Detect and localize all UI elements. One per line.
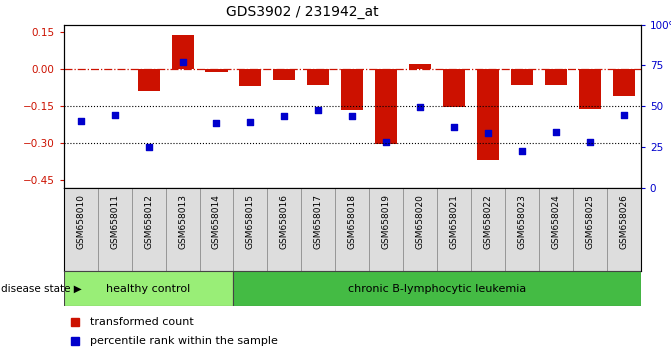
Text: GSM658017: GSM658017 — [314, 194, 323, 249]
Bar — [172, 35, 193, 69]
Bar — [443, 69, 465, 107]
Point — [211, 121, 222, 126]
Point — [381, 139, 392, 145]
Bar — [240, 69, 262, 86]
Point — [584, 139, 595, 145]
Text: GSM658015: GSM658015 — [246, 194, 255, 249]
Bar — [369, 188, 403, 271]
Bar — [511, 69, 533, 85]
Point — [517, 148, 527, 153]
Bar — [234, 188, 268, 271]
Point — [347, 113, 358, 119]
Text: GSM658024: GSM658024 — [552, 194, 560, 249]
Text: disease state ▶: disease state ▶ — [1, 284, 82, 293]
Text: GSM658010: GSM658010 — [76, 194, 85, 249]
Bar — [64, 188, 98, 271]
Text: GSM658012: GSM658012 — [144, 194, 153, 249]
Bar — [64, 271, 234, 306]
Bar — [336, 188, 369, 271]
Bar — [505, 188, 539, 271]
Point — [109, 112, 120, 118]
Point — [449, 124, 460, 130]
Bar — [579, 69, 601, 109]
Text: GSM658013: GSM658013 — [178, 194, 187, 249]
Bar — [138, 69, 160, 91]
Text: GSM658018: GSM658018 — [348, 194, 357, 249]
Text: healthy control: healthy control — [107, 284, 191, 293]
Text: GSM658014: GSM658014 — [212, 194, 221, 249]
Bar — [301, 188, 336, 271]
Point — [245, 119, 256, 125]
Text: GSM658023: GSM658023 — [517, 194, 527, 249]
Bar — [437, 188, 471, 271]
Bar — [607, 188, 641, 271]
Text: GSM658021: GSM658021 — [450, 194, 458, 249]
Bar — [375, 69, 397, 144]
Bar — [539, 188, 573, 271]
Bar — [98, 188, 132, 271]
Point — [75, 118, 86, 124]
Point — [551, 129, 562, 135]
Text: GSM658019: GSM658019 — [382, 194, 391, 249]
Bar — [471, 188, 505, 271]
Bar — [477, 69, 499, 160]
Bar — [613, 69, 635, 96]
Bar — [403, 188, 437, 271]
Text: GSM658025: GSM658025 — [585, 194, 595, 249]
Bar — [307, 69, 329, 85]
Text: GSM658026: GSM658026 — [619, 194, 628, 249]
Bar — [166, 188, 199, 271]
Bar — [234, 271, 641, 306]
Bar — [199, 188, 234, 271]
Point — [143, 144, 154, 150]
Text: GDS3902 / 231942_at: GDS3902 / 231942_at — [225, 5, 378, 19]
Bar — [273, 69, 295, 80]
Bar — [545, 69, 567, 85]
Bar — [132, 188, 166, 271]
Bar — [342, 69, 363, 110]
Point — [482, 131, 493, 136]
Point — [619, 112, 629, 118]
Text: transformed count: transformed count — [90, 318, 193, 327]
Bar — [268, 188, 301, 271]
Point — [177, 59, 188, 65]
Text: GSM658022: GSM658022 — [484, 194, 493, 249]
Text: percentile rank within the sample: percentile rank within the sample — [90, 336, 278, 346]
Text: GSM658011: GSM658011 — [110, 194, 119, 249]
Point — [279, 113, 290, 119]
Text: GSM658016: GSM658016 — [280, 194, 289, 249]
Text: GSM658020: GSM658020 — [415, 194, 425, 249]
Text: chronic B-lymphocytic leukemia: chronic B-lymphocytic leukemia — [348, 284, 526, 293]
Bar — [409, 64, 431, 69]
Bar — [205, 69, 227, 72]
Point — [415, 104, 425, 110]
Bar — [573, 188, 607, 271]
Point — [313, 107, 323, 113]
